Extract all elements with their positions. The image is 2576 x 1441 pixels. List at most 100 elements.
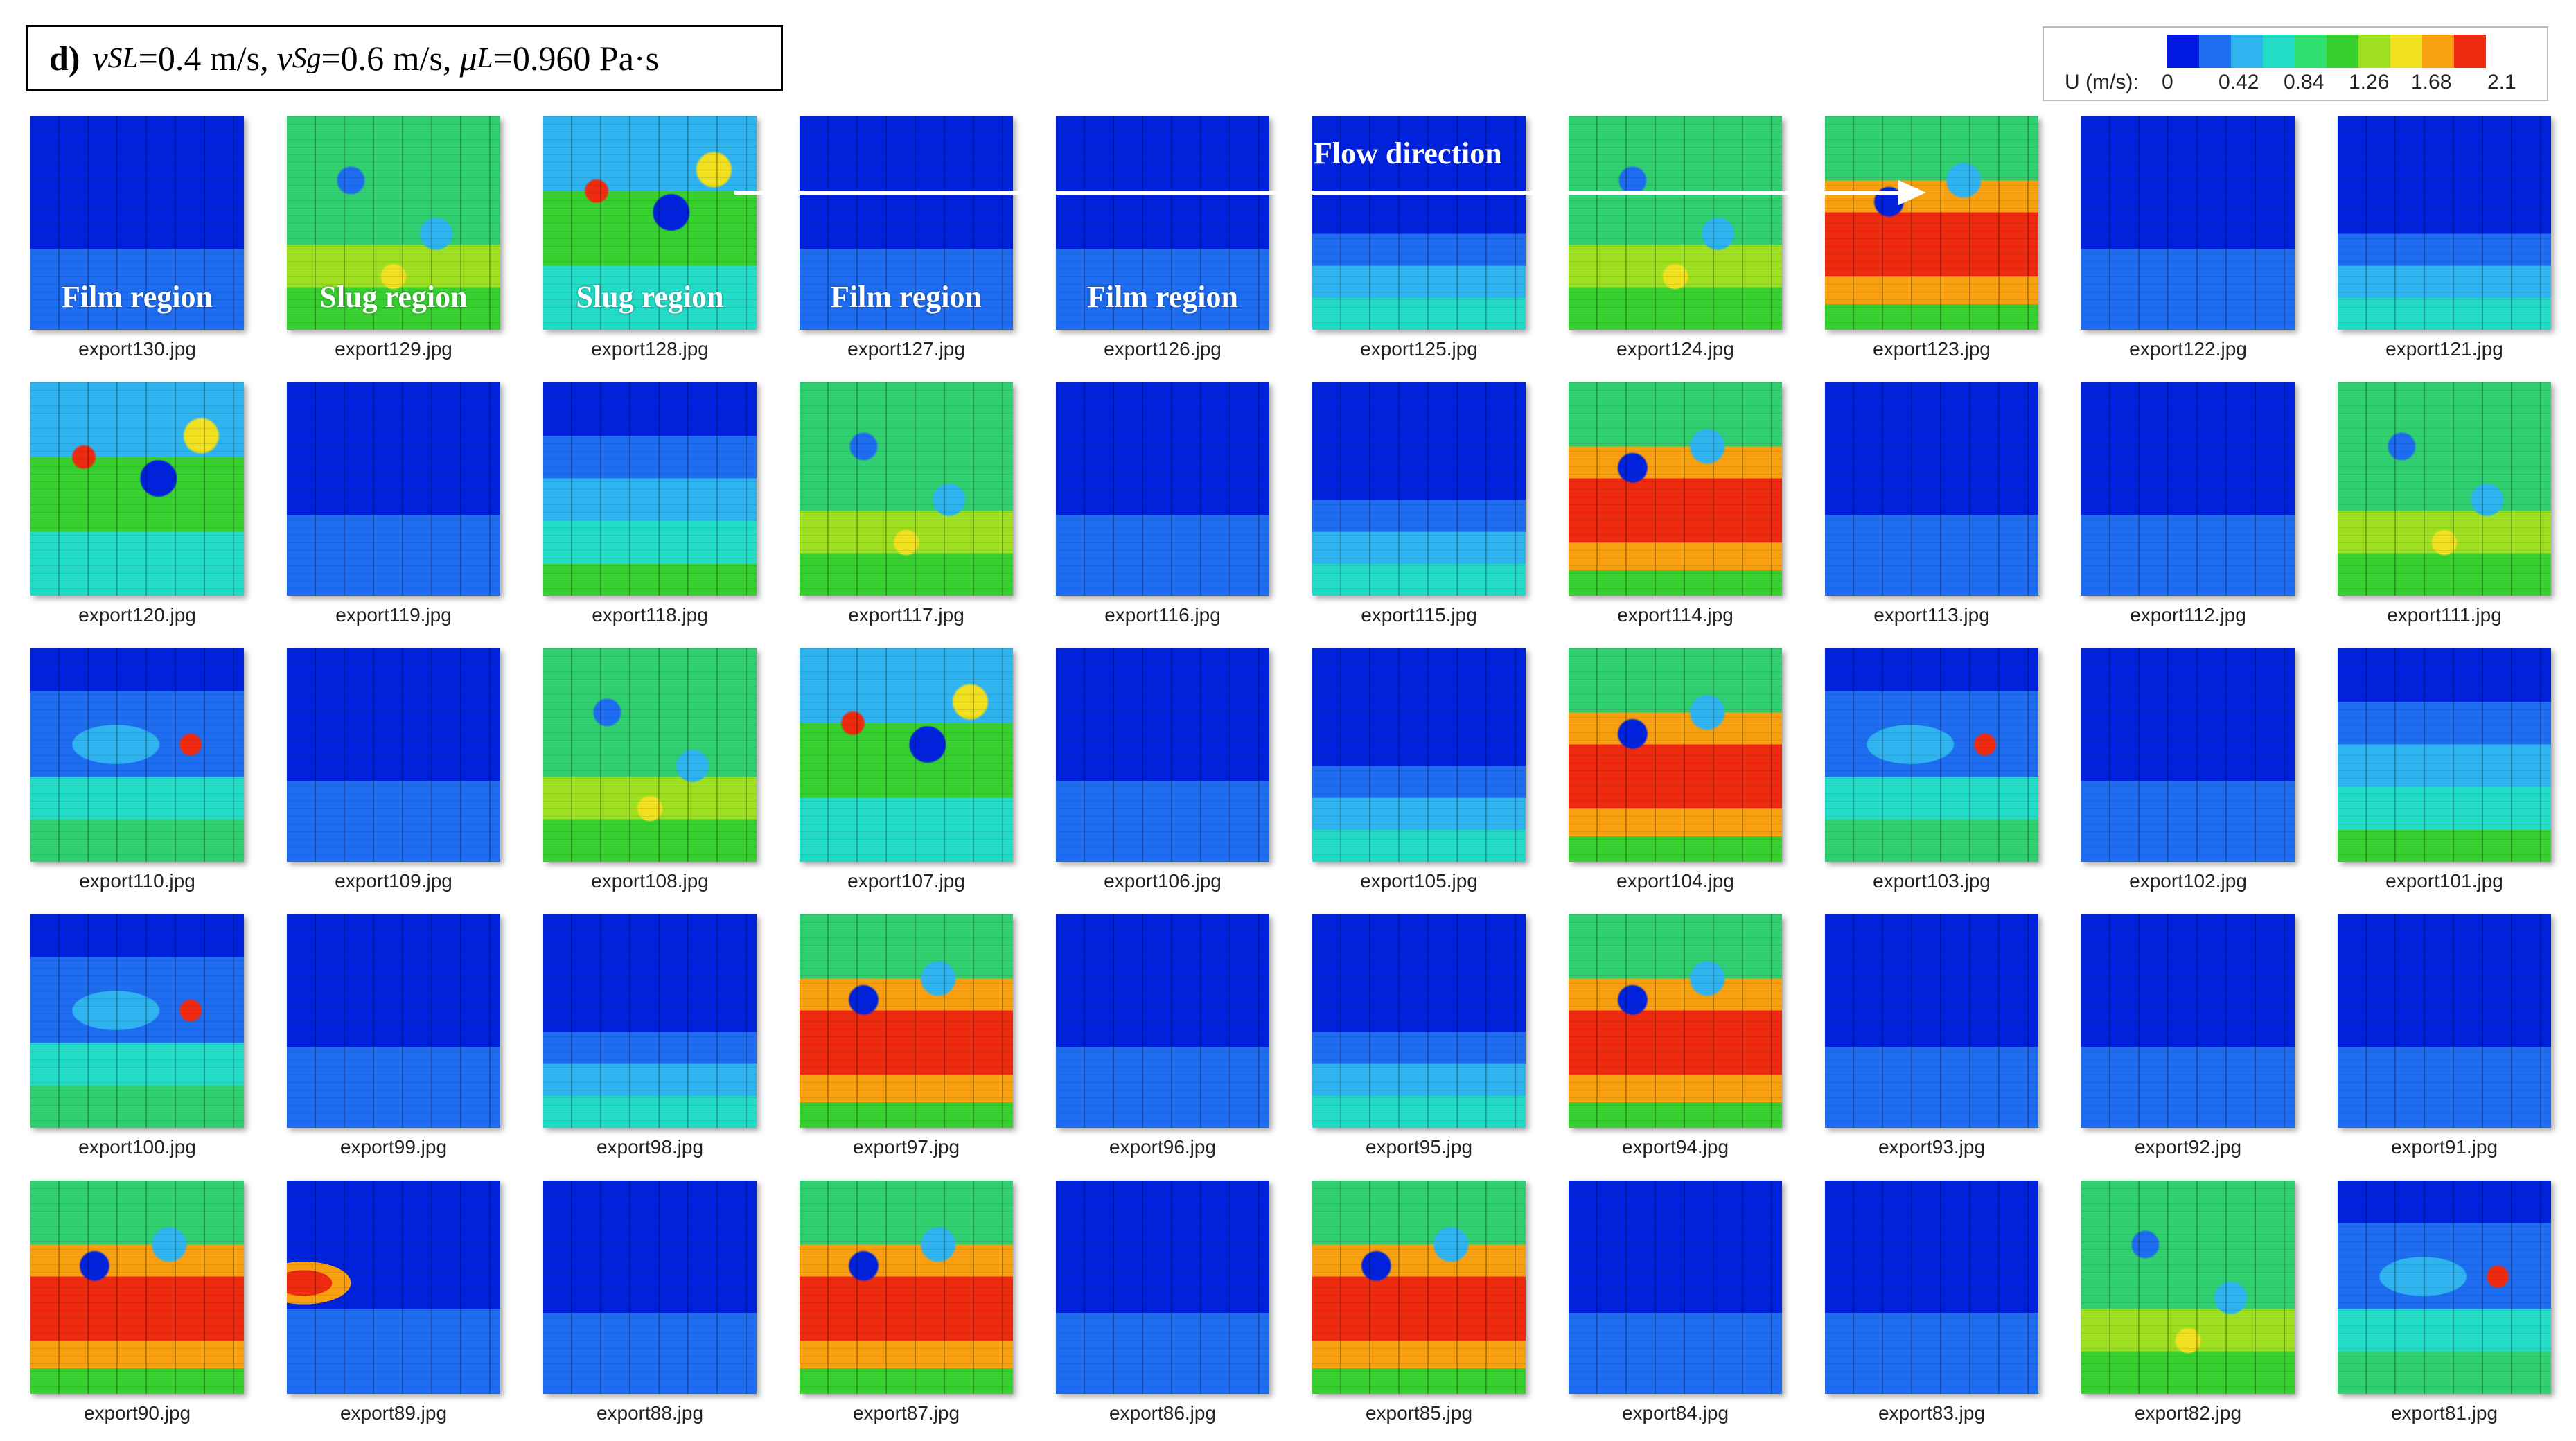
file-name: export85.jpg bbox=[1365, 1402, 1473, 1424]
frame-tile[interactable]: Slug region export128.jpg bbox=[543, 116, 757, 366]
frame-tile[interactable]: export117.jpg bbox=[800, 382, 1013, 632]
frame-tile[interactable]: export106.jpg bbox=[1056, 648, 1269, 898]
velocity-contour-image bbox=[543, 914, 757, 1128]
frame-tile[interactable]: export113.jpg bbox=[1825, 382, 2038, 632]
frame-tile[interactable]: export111.jpg bbox=[2338, 382, 2551, 632]
frame-tile[interactable]: export90.jpg bbox=[30, 1181, 244, 1430]
frame-tile[interactable]: export103.jpg bbox=[1825, 648, 2038, 898]
contour-field bbox=[1569, 1181, 1782, 1394]
frame-tile[interactable]: export123.jpg bbox=[1825, 116, 2038, 366]
frame-tile[interactable]: export124.jpg bbox=[1569, 116, 1782, 366]
file-name: export83.jpg bbox=[1878, 1402, 1986, 1424]
contour-field bbox=[800, 116, 1013, 330]
file-name: export93.jpg bbox=[1878, 1136, 1986, 1158]
frame-tile[interactable]: export84.jpg bbox=[1569, 1181, 1782, 1430]
velocity-contour-image bbox=[2081, 1181, 2295, 1394]
velocity-contour-image bbox=[287, 914, 500, 1128]
velocity-contour-image: Slug region bbox=[287, 116, 500, 330]
frame-tile[interactable]: export122.jpg bbox=[2081, 116, 2295, 366]
frame-tile[interactable]: Film region export126.jpg bbox=[1056, 116, 1269, 366]
frame-tile[interactable]: export93.jpg bbox=[1825, 914, 2038, 1164]
velocity-contour-image bbox=[2338, 116, 2551, 330]
file-name: export120.jpg bbox=[78, 604, 196, 626]
velocity-contour-image bbox=[1056, 382, 1269, 596]
frame-tile[interactable]: export104.jpg bbox=[1569, 648, 1782, 898]
frame-tile[interactable]: export82.jpg bbox=[2081, 1181, 2295, 1430]
file-name: export86.jpg bbox=[1109, 1402, 1217, 1424]
frame-tile[interactable]: export85.jpg bbox=[1312, 1181, 1526, 1430]
frame-tile[interactable]: export87.jpg bbox=[800, 1181, 1013, 1430]
contour-field bbox=[2081, 116, 2295, 330]
contour-field bbox=[2081, 648, 2295, 862]
frame-tile[interactable]: export95.jpg bbox=[1312, 914, 1526, 1164]
legend-ticks: 0 0.42 0.84 1.26 1.68 2.1 bbox=[2044, 71, 2547, 98]
frame-tile[interactable]: export112.jpg bbox=[2081, 382, 2295, 632]
region-label: Film region bbox=[831, 280, 982, 314]
file-name: export126.jpg bbox=[1104, 338, 1221, 360]
legend-label: U (m/s): bbox=[2065, 71, 2139, 94]
frame-tile[interactable]: Film region export130.jpg bbox=[30, 116, 244, 366]
frame-tile[interactable]: export81.jpg bbox=[2338, 1181, 2551, 1430]
frame-tile[interactable]: export94.jpg bbox=[1569, 914, 1782, 1164]
frame-tile[interactable]: export120.jpg bbox=[30, 382, 244, 632]
frame-tile[interactable]: export108.jpg bbox=[543, 648, 757, 898]
frame-tile[interactable]: export121.jpg bbox=[2338, 116, 2551, 366]
frame-tile[interactable]: export97.jpg bbox=[800, 914, 1013, 1164]
legend-swatch bbox=[2390, 35, 2422, 68]
contour-field bbox=[287, 914, 500, 1128]
frame-tile[interactable]: export83.jpg bbox=[1825, 1181, 2038, 1430]
frame-tile[interactable]: export92.jpg bbox=[2081, 914, 2295, 1164]
velocity-contour-image bbox=[1569, 1181, 1782, 1394]
velocity-contour-image bbox=[543, 382, 757, 596]
frame-tile[interactable]: export89.jpg bbox=[287, 1181, 500, 1430]
velocity-contour-image bbox=[287, 1181, 500, 1394]
file-name: export94.jpg bbox=[1621, 1136, 1729, 1158]
frame-tile[interactable]: export119.jpg bbox=[287, 382, 500, 632]
legend-tick-label: 1.68 bbox=[2411, 71, 2452, 94]
file-name: export89.jpg bbox=[339, 1402, 448, 1424]
frame-tile[interactable]: export115.jpg bbox=[1312, 382, 1526, 632]
frame-tile[interactable]: export101.jpg bbox=[2338, 648, 2551, 898]
vsg-value: =0.6 m/s, bbox=[321, 39, 452, 78]
legend-swatch bbox=[2231, 35, 2263, 68]
contour-field bbox=[2338, 914, 2551, 1128]
contour-field bbox=[543, 648, 757, 862]
frame-tile[interactable]: export107.jpg bbox=[800, 648, 1013, 898]
frame-tile[interactable]: export105.jpg bbox=[1312, 648, 1526, 898]
vsg-symbol: v bbox=[276, 39, 292, 78]
contour-field bbox=[1056, 648, 1269, 862]
velocity-contour-image bbox=[30, 382, 244, 596]
frame-tile[interactable]: export98.jpg bbox=[543, 914, 757, 1164]
frame-tile[interactable]: Film region export127.jpg bbox=[800, 116, 1013, 366]
frame-tile[interactable]: export114.jpg bbox=[1569, 382, 1782, 632]
frame-tile[interactable]: export102.jpg bbox=[2081, 648, 2295, 898]
velocity-contour-image bbox=[1825, 648, 2038, 862]
file-name: export100.jpg bbox=[78, 1136, 196, 1158]
file-name: export88.jpg bbox=[596, 1402, 704, 1424]
frame-tile[interactable]: export88.jpg bbox=[543, 1181, 757, 1430]
file-name: export82.jpg bbox=[2134, 1402, 2242, 1424]
frame-tile[interactable]: export100.jpg bbox=[30, 914, 244, 1164]
frame-tile[interactable]: export96.jpg bbox=[1056, 914, 1269, 1164]
velocity-contour-image bbox=[2081, 648, 2295, 862]
file-name: export123.jpg bbox=[1873, 338, 1991, 360]
file-name: export129.jpg bbox=[335, 338, 452, 360]
frame-tile[interactable]: export99.jpg bbox=[287, 914, 500, 1164]
frame-tile[interactable]: export86.jpg bbox=[1056, 1181, 1269, 1430]
frame-tile[interactable]: Slug region export129.jpg bbox=[287, 116, 500, 366]
frame-tile[interactable]: export91.jpg bbox=[2338, 914, 2551, 1164]
frame-tile[interactable]: export116.jpg bbox=[1056, 382, 1269, 632]
velocity-contour-image bbox=[30, 1181, 244, 1394]
frame-tile[interactable]: export110.jpg bbox=[30, 648, 244, 898]
legend-swatch bbox=[2295, 35, 2327, 68]
frame-tile[interactable]: export118.jpg bbox=[543, 382, 757, 632]
file-name: export92.jpg bbox=[2134, 1136, 2242, 1158]
contour-field bbox=[1056, 382, 1269, 596]
contour-field bbox=[2338, 1181, 2551, 1394]
velocity-contour-image bbox=[800, 914, 1013, 1128]
contour-field bbox=[30, 382, 244, 596]
frame-tile[interactable]: export109.jpg bbox=[287, 648, 500, 898]
file-name: export87.jpg bbox=[852, 1402, 960, 1424]
contour-field bbox=[287, 648, 500, 862]
vsl-subscript: SL bbox=[107, 42, 139, 74]
